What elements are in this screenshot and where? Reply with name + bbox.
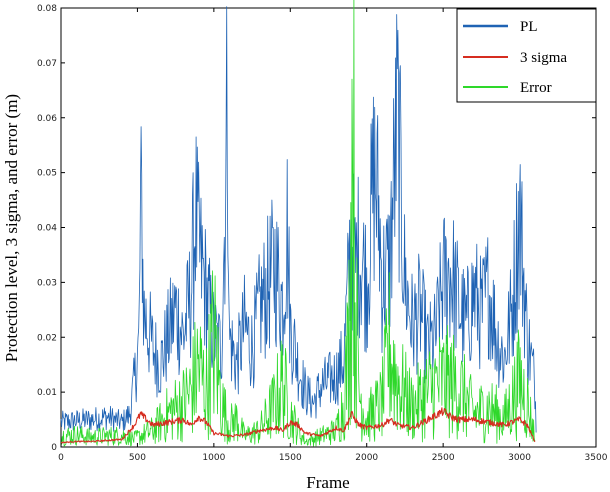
y-tick-label: 0.07: [37, 59, 57, 69]
y-tick-label: 0.03: [37, 278, 57, 288]
x-tick-label: 3000: [508, 453, 531, 463]
y-tick-label: 0.04: [37, 224, 57, 234]
y-tick-label: 0: [51, 443, 57, 453]
x-tick-label: 1500: [279, 453, 302, 463]
x-tick-label: 500: [129, 453, 146, 463]
x-tick-label: 2500: [432, 453, 455, 463]
y-axis-title: Protection level, 3 sigma, and error (m): [2, 94, 21, 362]
legend: PL 3 sigma Error: [456, 8, 597, 103]
x-tick-label: 1000: [202, 453, 225, 463]
y-tick-label: 0.08: [37, 4, 57, 14]
y-tick-label: 0.02: [37, 333, 57, 343]
x-tick-label: 0: [58, 453, 64, 463]
y-tick-label: 0.01: [37, 388, 57, 398]
x-axis-title: Frame: [306, 473, 349, 492]
series-line-pl: [60, 6, 537, 433]
legend-label-3-sigma: 3 sigma: [520, 50, 567, 66]
x-tick-label: 3500: [585, 453, 608, 463]
x-tick-label: 2000: [355, 453, 378, 463]
y-tick-label: 0.06: [37, 114, 57, 124]
series-layer: [60, 0, 537, 447]
series-line-3-sigma: [60, 407, 536, 444]
y-tick-label: 0.05: [37, 169, 57, 179]
legend-label-error: Error: [520, 80, 552, 96]
legend-label-pl: PL: [520, 19, 538, 35]
